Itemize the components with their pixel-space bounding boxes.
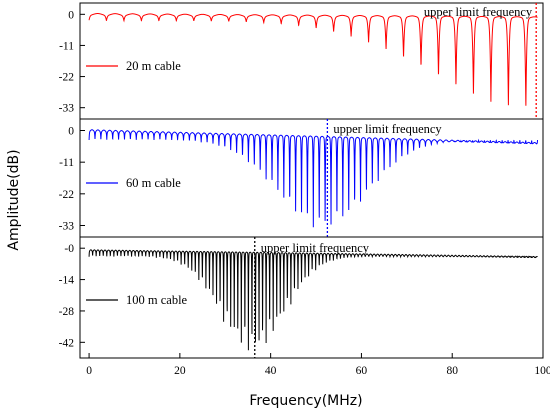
x-tick-label: 80	[446, 365, 458, 377]
upper-limit-marker-label: upper limit frequency	[261, 241, 370, 255]
x-tick-label: 0	[86, 365, 92, 377]
panel-frame	[79, 236, 544, 359]
y-tick-label: 0	[68, 126, 74, 138]
x-tick-label: 20	[174, 365, 186, 377]
upper-limit-marker-label: upper limit frequency	[424, 5, 533, 19]
y-tick-label: 0	[68, 9, 74, 21]
panel-3: -0 -14 -28 -42 upper limit frequency 100 m ca…	[59, 236, 544, 359]
upper-limit-marker-label: upper limit frequency	[333, 122, 442, 136]
y-axis-title: Amplitude(dB)	[6, 149, 22, 250]
panel-1: 0 -11 -22 -33 upper limit frequency 20 m cabl…	[59, 2, 544, 120]
x-tick-label: 40	[265, 365, 277, 377]
y-tick-label: -33	[59, 220, 75, 232]
legend-label: 100 m cable	[126, 293, 188, 307]
y-tick-label: -22	[59, 189, 75, 201]
x-axis-ticks: 0 20 40 60 80 100	[86, 353, 550, 377]
panels-group: 0 -11 -22 -33 upper limit frequency 20 m cabl…	[59, 2, 544, 359]
y-tick-label: -42	[59, 337, 75, 349]
x-tick-label: 60	[356, 365, 368, 377]
legend-label: 20 m cable	[126, 59, 181, 73]
series-line-3	[88, 249, 538, 351]
x-tick-label: 100	[534, 365, 550, 377]
x-axis-title: Frequency(MHz)	[249, 393, 362, 409]
panel-2: 0 -11 -22 -33 upper limit frequency 60 m cabl…	[59, 118, 544, 238]
series-line-2	[88, 129, 539, 228]
series-line-1	[88, 13, 538, 106]
y-tick-label: -0	[64, 243, 74, 255]
y-tick-label: -14	[59, 275, 75, 287]
y-tick-label: -33	[59, 103, 75, 115]
y-tick-label: -11	[59, 157, 74, 169]
y-tick-label: -28	[59, 306, 75, 318]
y-tick-label: -22	[59, 72, 75, 84]
y-tick-label: -11	[59, 40, 74, 52]
legend-label: 60 m cable	[126, 176, 181, 190]
